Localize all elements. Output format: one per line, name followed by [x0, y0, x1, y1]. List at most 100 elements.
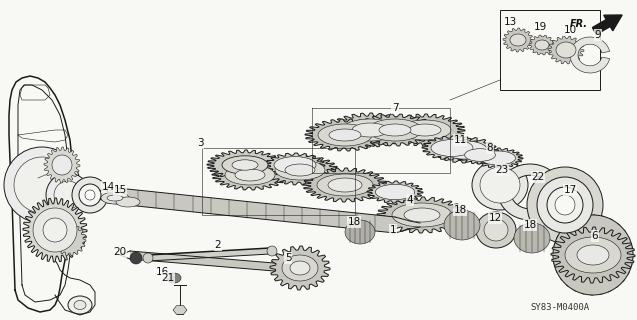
Ellipse shape — [232, 160, 258, 170]
Ellipse shape — [480, 151, 515, 165]
Text: 20: 20 — [113, 247, 127, 257]
Text: 8: 8 — [487, 143, 493, 153]
Polygon shape — [498, 164, 561, 220]
Ellipse shape — [555, 195, 575, 215]
Ellipse shape — [54, 181, 82, 209]
Polygon shape — [44, 147, 80, 183]
Ellipse shape — [480, 167, 520, 203]
Text: 18: 18 — [524, 220, 536, 230]
Polygon shape — [355, 114, 435, 146]
Ellipse shape — [317, 174, 373, 196]
Ellipse shape — [329, 129, 361, 141]
Text: 16: 16 — [155, 267, 169, 277]
Ellipse shape — [443, 141, 487, 159]
Ellipse shape — [4, 147, 80, 223]
Polygon shape — [529, 35, 555, 55]
Text: 15: 15 — [113, 185, 127, 195]
Text: 17: 17 — [563, 185, 576, 195]
Polygon shape — [367, 181, 423, 203]
Ellipse shape — [409, 124, 441, 136]
Text: 23: 23 — [496, 165, 508, 175]
Ellipse shape — [444, 210, 480, 240]
Text: 2: 2 — [215, 240, 221, 250]
Ellipse shape — [74, 300, 86, 309]
Text: 1: 1 — [390, 225, 396, 235]
Text: 18: 18 — [454, 205, 467, 215]
Text: 10: 10 — [564, 25, 576, 35]
Ellipse shape — [225, 165, 275, 185]
Polygon shape — [148, 248, 270, 261]
Ellipse shape — [375, 184, 415, 200]
Polygon shape — [305, 119, 385, 151]
Ellipse shape — [368, 119, 422, 141]
Polygon shape — [592, 15, 622, 35]
Polygon shape — [54, 224, 86, 256]
Ellipse shape — [14, 157, 70, 213]
Ellipse shape — [484, 219, 508, 241]
Polygon shape — [303, 168, 387, 202]
Text: 19: 19 — [533, 22, 547, 32]
Ellipse shape — [46, 173, 90, 217]
Ellipse shape — [130, 252, 142, 264]
Polygon shape — [503, 28, 533, 52]
Ellipse shape — [464, 149, 496, 161]
Ellipse shape — [167, 273, 181, 283]
Ellipse shape — [399, 120, 451, 140]
Ellipse shape — [527, 167, 603, 243]
Ellipse shape — [472, 160, 528, 210]
Polygon shape — [108, 187, 395, 233]
Text: 12: 12 — [489, 213, 501, 223]
Polygon shape — [473, 148, 523, 168]
Polygon shape — [551, 227, 635, 283]
Ellipse shape — [547, 187, 583, 223]
Ellipse shape — [290, 261, 310, 275]
Ellipse shape — [43, 218, 67, 242]
Ellipse shape — [267, 246, 277, 256]
Ellipse shape — [476, 212, 516, 248]
Text: 11: 11 — [454, 135, 467, 145]
Ellipse shape — [510, 34, 526, 46]
Ellipse shape — [404, 208, 440, 222]
Ellipse shape — [282, 255, 318, 281]
Text: 6: 6 — [592, 231, 598, 241]
Text: 9: 9 — [595, 30, 601, 40]
Polygon shape — [385, 114, 465, 146]
Text: 14: 14 — [101, 182, 115, 192]
Ellipse shape — [285, 164, 315, 176]
Ellipse shape — [556, 42, 576, 58]
Ellipse shape — [33, 208, 77, 252]
Ellipse shape — [275, 160, 325, 180]
Polygon shape — [328, 113, 412, 147]
Text: 13: 13 — [503, 17, 517, 27]
Polygon shape — [265, 153, 325, 177]
Text: 4: 4 — [406, 195, 413, 205]
Text: SY83-M0400A: SY83-M0400A — [531, 302, 590, 311]
Ellipse shape — [379, 124, 411, 136]
Ellipse shape — [535, 40, 549, 50]
Text: 3: 3 — [197, 138, 203, 148]
Polygon shape — [270, 246, 330, 290]
Ellipse shape — [553, 215, 633, 295]
Polygon shape — [377, 197, 467, 233]
Ellipse shape — [222, 156, 268, 174]
Polygon shape — [23, 198, 87, 262]
Text: 21: 21 — [161, 273, 175, 283]
Ellipse shape — [101, 192, 129, 204]
Ellipse shape — [514, 223, 550, 253]
Ellipse shape — [328, 178, 362, 192]
Ellipse shape — [52, 155, 72, 175]
Ellipse shape — [274, 156, 316, 173]
Ellipse shape — [352, 123, 388, 137]
Ellipse shape — [79, 184, 101, 206]
Ellipse shape — [565, 237, 621, 273]
Text: 18: 18 — [347, 217, 361, 227]
Polygon shape — [433, 137, 497, 163]
Text: 7: 7 — [392, 103, 398, 113]
Ellipse shape — [342, 119, 398, 141]
Ellipse shape — [116, 197, 140, 207]
Ellipse shape — [72, 177, 108, 213]
Ellipse shape — [431, 140, 473, 156]
Ellipse shape — [107, 195, 123, 201]
Ellipse shape — [537, 177, 593, 233]
Ellipse shape — [68, 296, 92, 314]
